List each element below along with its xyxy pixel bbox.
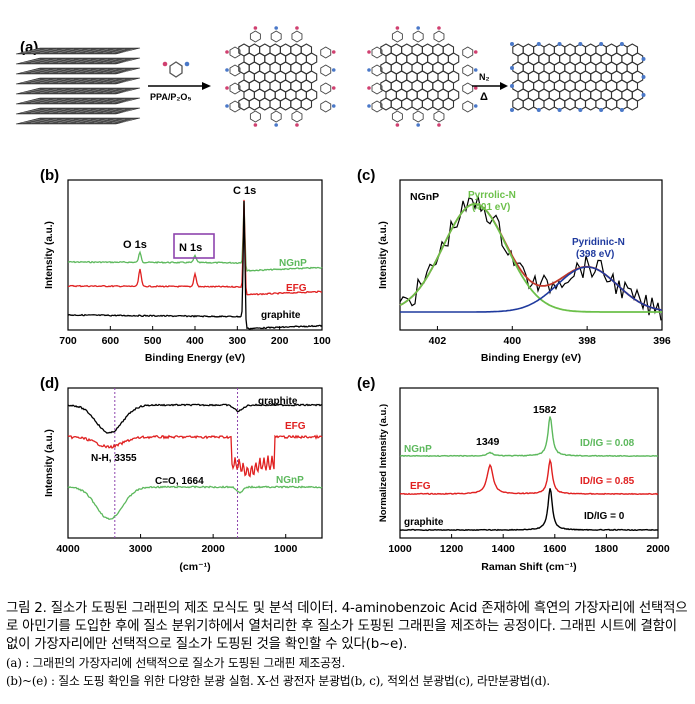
legend-graphite-d: graphite [258,396,298,407]
legend-graphite-b: graphite [261,310,301,321]
annotation-co: C=O, 1664 [155,476,204,487]
graphite-stack-illustration [15,47,141,125]
x-axis-label-e: Raman Shift (cm⁻¹) [481,561,576,573]
ratio-efg: ID/IG = 0.85 [580,476,635,487]
series-efg-d [67,434,323,478]
series-graphite-d [67,403,323,434]
x-ticks-e: 1000 1200 1400 1600 1800 2000 [388,534,670,555]
panel-c: (c) 402 400 398 396 Binding Energy (eV) Int… [357,167,671,364]
plot-frame-c [399,179,663,331]
x-tick-label: 1600 [543,543,567,555]
series-ngnp-b [67,201,323,272]
annotation-1582: 1582 [533,404,557,416]
x-tick-label: 396 [653,335,671,347]
x-ticks-b: 700 600 500 400 300 200 100 [59,326,331,347]
x-tick-label: 200 [271,335,289,347]
legend-ngnp-b: NGnP [279,258,307,269]
condition-bottom-label: Δ [480,91,488,103]
panel-b-label: (b) [40,167,59,184]
legend-ngnp-d: NGnP [276,475,304,486]
series-pyridinic-c [400,266,663,313]
y-axis-label-c: Intensity (a.u.) [378,221,389,289]
caption-line-be: (b)~(e) : 질소 도핑 확인을 위한 다양한 분광 실험. X-선 광전… [6,674,550,688]
figure-graphics: (a) PPA/P₂O₅ N₂ Δ (b) 700 600 500 400 300 200… [15,26,671,573]
x-tick-label: 600 [102,335,120,347]
legend-efg-d: EFG [285,421,306,432]
x-ticks-d: 4000 3000 2000 1000 [56,534,298,555]
x-tick-label: 1200 [440,543,464,555]
panel-c-label: (c) [357,167,375,184]
label-pyrrolic-n: Pyrrolic-N (401 eV) [468,190,516,213]
y-axis-label-b: Intensity (a.u.) [44,221,55,289]
x-ticks-c: 402 400 398 396 [429,326,671,347]
panel-e: (e) 1000 1200 1400 1600 1800 2000 Raman Shift… [357,375,670,573]
caption-main: 그림 2. 질소가 도핑된 그래핀의 제조 모식도 및 분석 데이터. 4-am… [6,601,688,652]
panel-e-label: (e) [357,375,375,392]
panel-b: (b) 700 600 500 400 300 200 100 Binding Energy… [40,167,331,364]
figure-caption: 그림 2. 질소가 도핑된 그래핀의 제조 모식도 및 분석 데이터. 4-am… [6,600,690,690]
annotation-o1s: O 1s [123,239,147,251]
x-tick-label: 100 [313,335,331,347]
ratio-ngnp: ID/IG = 0.08 [580,438,635,449]
plot-frame-e [399,387,659,539]
annotation-nh: N-H, 3355 [91,453,137,464]
x-tick-label: 4000 [56,543,80,555]
functionalized-graphene-sheet-2 [367,26,478,127]
series-pyrrolic-c [399,203,662,313]
series-graphite-e [399,488,659,532]
x-tick-label: 3000 [129,543,153,555]
x-tick-label: 398 [578,335,596,347]
series-ngnp-e [399,416,659,458]
panel-d-label: (d) [40,375,59,392]
x-axis-label-c: Binding Energy (eV) [481,352,581,364]
x-tick-label: 1400 [492,543,516,555]
x-tick-label: 300 [229,335,247,347]
legend-efg-e: EFG [410,481,431,492]
x-tick-label: 700 [59,335,77,347]
label-pyridinic-n: Pyridinic-N (398 eV) [572,237,625,260]
series-efg-e [399,457,659,496]
legend-ngnp-e: NGnP [404,444,432,455]
series-efg-b [67,199,323,296]
n1s-highlight-box [173,233,215,259]
y-axis-label-e: Normalized Intensity (a.u.) [378,404,389,522]
x-tick-label: 1800 [595,543,619,555]
x-tick-label: 400 [186,335,204,347]
x-axis-label-b: Binding Energy (eV) [145,352,245,364]
x-tick-label: 2000 [201,543,225,555]
annotation-n1s: N 1s [179,242,202,254]
x-tick-label: 1000 [274,543,298,555]
panel-a: (a) PPA/P₂O₅ N₂ Δ [15,26,646,127]
annotation-c1s: C 1s [233,185,256,197]
x-tick-label: 1000 [388,543,412,555]
x-tick-label: 400 [504,335,522,347]
legend-efg-b: EFG [286,283,307,294]
series-graphite-b [67,200,323,330]
aminobenzoic-acid-molecule [162,61,190,78]
legend-graphite-e: graphite [404,517,444,528]
plot-frame-d [67,387,323,539]
y-axis-label-d: Intensity (a.u.) [44,429,55,497]
reaction-arrow-1: PPA/P₂O₅ [148,61,211,102]
x-axis-label-d: (cm⁻¹) [179,561,210,573]
caption-line-a: (a) : 그래핀의 가장자리에 선택적으로 질소가 도핑된 그래핀 제조공정. [6,656,345,670]
ratio-graphite: ID/IG = 0 [584,511,625,522]
reaction-arrow-2: N₂ Δ [472,72,508,103]
x-tick-label: 402 [429,335,447,347]
x-tick-label: 2000 [646,543,670,555]
x-tick-label: 500 [144,335,162,347]
chart-title-c: NGnP [410,191,439,203]
reagent-label: PPA/P₂O₅ [150,92,191,102]
n-doped-graphene-sheet [510,42,646,112]
series-ngnp-d [67,485,323,521]
annotation-1349: 1349 [476,436,500,448]
panel-d: (d) 4000 3000 2000 1000 (cm⁻¹) Intensity (a… [40,375,323,573]
condition-top-label: N₂ [479,72,490,82]
functionalized-graphene-sheet-1 [225,26,336,127]
